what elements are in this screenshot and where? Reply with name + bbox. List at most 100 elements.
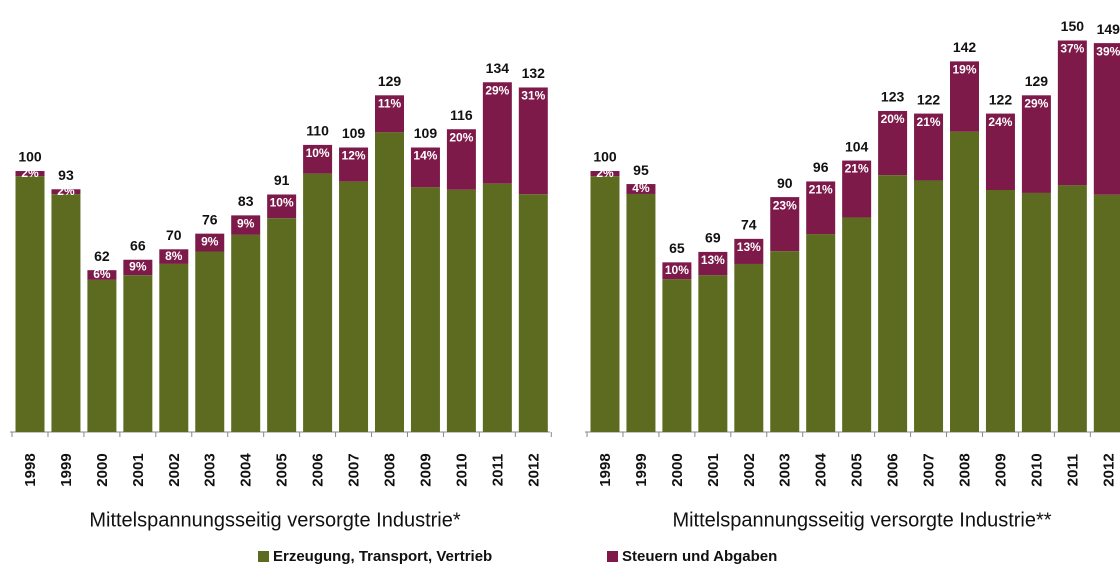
- share-label: 31%: [521, 89, 545, 103]
- bar-segment-base: [734, 263, 764, 432]
- legend-label: Steuern und Abgaben: [622, 548, 777, 565]
- share-label: 9%: [237, 217, 255, 231]
- bar-segment-base: [375, 132, 404, 433]
- x-tick-label: 2011: [1064, 454, 1081, 487]
- bar-segment-tax: [482, 82, 512, 184]
- x-tick-label: 2012: [525, 453, 542, 486]
- bar-segment-base: [985, 190, 1015, 432]
- bar-segment-base: [518, 194, 548, 432]
- bar-segment-tax: [878, 110, 908, 176]
- total-label: 110: [306, 123, 329, 139]
- bar-segment-tax: [985, 113, 1015, 191]
- total-label: 149: [1097, 21, 1120, 37]
- bar-segment-base: [195, 251, 225, 432]
- x-tick-label: 2002: [741, 453, 758, 486]
- share-label: 20%: [449, 130, 473, 144]
- bar-segment-tax: [410, 147, 440, 188]
- share-label: 23%: [773, 198, 797, 212]
- total-label: 104: [845, 138, 869, 154]
- bar-segment-base: [1093, 194, 1120, 432]
- bar-segment-tax: [734, 238, 764, 264]
- share-label: 10%: [665, 263, 689, 277]
- bar-segment-base: [950, 131, 979, 433]
- bar-segment-base: [15, 176, 45, 432]
- x-tick-label: 2007: [346, 453, 363, 486]
- bar-segment-base: [267, 218, 297, 432]
- bar-segment-tax: [123, 259, 153, 276]
- bar-segment-tax: [159, 249, 189, 264]
- bar-segment-tax: [950, 61, 979, 132]
- bar-segment-tax: [1093, 43, 1120, 195]
- legend-label: Erzeugung, Transport, Vertrieb: [273, 548, 492, 565]
- total-label: 134: [486, 60, 510, 76]
- bar-segment-base: [842, 217, 872, 432]
- x-tick-label: 2004: [238, 453, 255, 487]
- x-tick-label: 2006: [310, 453, 327, 486]
- total-label: 65: [669, 240, 685, 256]
- x-tick-label: 2008: [381, 453, 398, 486]
- share-label: 2%: [57, 184, 75, 198]
- total-label: 123: [881, 89, 905, 105]
- total-label: 76: [202, 211, 218, 227]
- x-tick-label: 2001: [130, 453, 147, 486]
- total-label: 95: [633, 162, 649, 178]
- share-label: 39%: [1096, 44, 1120, 58]
- bar-segment-tax: [518, 87, 548, 195]
- bar-segment-tax: [15, 171, 45, 177]
- x-tick-label: 1999: [633, 453, 650, 486]
- total-label: 109: [414, 125, 438, 141]
- share-label: 11%: [378, 96, 402, 110]
- share-label: 29%: [1024, 96, 1048, 110]
- bar-segment-tax: [1021, 95, 1051, 193]
- bar-segment-tax: [698, 251, 728, 276]
- x-tick-label: 2012: [1100, 453, 1117, 486]
- bar-segment-base: [1057, 185, 1087, 432]
- total-label: 83: [238, 193, 254, 209]
- total-label: 129: [1025, 73, 1049, 89]
- share-label: 9%: [201, 235, 219, 249]
- share-label: 6%: [93, 267, 111, 281]
- bar-segment-base: [662, 279, 692, 432]
- bar-segment-tax: [87, 270, 117, 280]
- bar-segment-tax: [446, 129, 476, 190]
- axis-title: Mittelspannungsseitig versorgte Industri…: [672, 509, 1051, 531]
- total-label: 96: [813, 159, 829, 175]
- bar-segment-base: [914, 180, 944, 432]
- bar-segment-base: [698, 275, 728, 432]
- share-label: 20%: [881, 112, 905, 126]
- bar-segment-tax: [770, 197, 800, 252]
- bar-segment-base: [159, 263, 189, 432]
- bar-segment-tax: [662, 262, 692, 280]
- share-label: 8%: [165, 249, 183, 263]
- share-label: 29%: [485, 83, 509, 97]
- share-label: 13%: [737, 240, 761, 254]
- bar-segment-tax: [590, 171, 620, 177]
- bar-segment-tax: [303, 144, 333, 174]
- bar-segment-tax: [375, 95, 404, 133]
- bar-segment-base: [51, 194, 81, 432]
- bar-segment-tax: [51, 189, 81, 195]
- total-label: 66: [130, 237, 146, 253]
- bar-segment-base: [878, 175, 908, 432]
- bar-segment-base: [123, 275, 153, 432]
- share-label: 14%: [413, 149, 437, 163]
- total-label: 69: [705, 230, 721, 246]
- axis-title: Mittelspannungsseitig versorgte Industri…: [89, 509, 461, 531]
- bar-segment-base: [446, 189, 476, 432]
- bar-segment-tax: [195, 233, 225, 252]
- x-tick-label: 2006: [885, 453, 902, 486]
- total-label: 100: [18, 149, 42, 165]
- total-label: 122: [989, 91, 1013, 107]
- x-tick-label: 1998: [22, 453, 39, 486]
- bar-segment-base: [231, 234, 261, 432]
- bar-segment-base: [590, 176, 620, 432]
- x-tick-label: 2009: [417, 453, 434, 486]
- total-label: 142: [953, 39, 977, 55]
- bar-segment-tax: [231, 215, 261, 235]
- share-label: 21%: [917, 115, 941, 129]
- legend-swatch: [607, 551, 618, 562]
- share-label: 10%: [306, 146, 330, 160]
- total-label: 122: [917, 91, 941, 107]
- bar-segment-base: [303, 173, 333, 433]
- x-tick-label: 2011: [489, 454, 506, 487]
